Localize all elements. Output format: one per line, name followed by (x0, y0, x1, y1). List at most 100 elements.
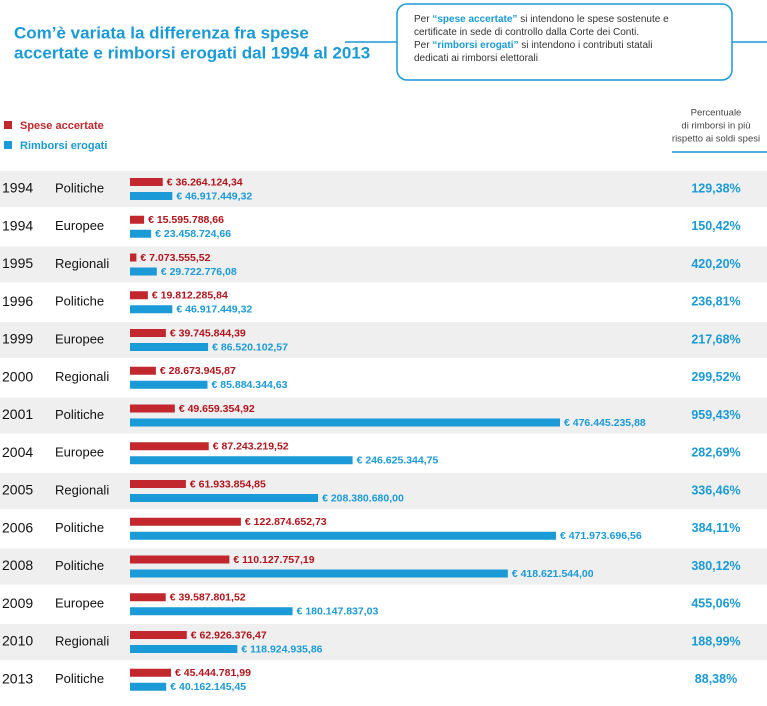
value-label: € 61.933.854,85 (190, 478, 266, 490)
percent-label: 129,38% (691, 181, 740, 195)
bar (130, 343, 209, 351)
year-label: 2008 (2, 557, 33, 573)
row-background (0, 246, 767, 283)
election-label: Regionali (55, 369, 109, 384)
value-label: € 246.625.344,75 (357, 455, 439, 467)
percent-label: 236,81% (691, 295, 740, 309)
election-label: Regionali (55, 482, 109, 497)
percent-label: 217,68% (691, 332, 740, 346)
year-label: 2013 (2, 670, 33, 686)
value-label: € 118.924.935,86 (241, 643, 322, 655)
bar (130, 668, 172, 677)
percent-header: di rimborsi in più (681, 121, 750, 132)
note-text: Per “spese accertate” si intendono le sp… (414, 14, 669, 25)
bar (130, 442, 209, 451)
value-label: € 208.380.680,00 (322, 492, 404, 504)
percent-label: 455,06% (691, 597, 740, 611)
year-label: 1996 (2, 293, 33, 309)
election-label: Regionali (55, 256, 109, 271)
value-label: € 49.659.354,92 (179, 403, 255, 415)
bar (130, 631, 187, 639)
election-label: Politiche (55, 407, 104, 422)
value-label: € 28.673.945,87 (160, 365, 236, 377)
bar (130, 215, 145, 224)
bar (130, 494, 319, 502)
bar (130, 229, 152, 238)
election-label: Regionali (55, 633, 109, 648)
value-label: € 36.264.124,34 (167, 176, 243, 188)
bar (130, 607, 293, 616)
year-label: 1994 (2, 217, 33, 233)
note-line: dedicati ai rimborsi elettorali (414, 53, 538, 64)
value-label: € 19.812.285,84 (152, 290, 228, 302)
chart-title: accertate e rimborsi erogati dal 1994 al… (14, 43, 370, 62)
year-label: 2001 (2, 406, 33, 422)
value-label: € 122.874.652,73 (245, 516, 327, 528)
value-label: € 40.162.145,45 (170, 681, 246, 693)
percent-label: 420,20% (691, 257, 740, 271)
value-label: € 471.973.696,56 (560, 530, 642, 542)
bar (130, 253, 137, 262)
year-label: 2006 (2, 519, 33, 535)
bar (130, 267, 157, 276)
note-term: “spese accertate” (432, 14, 517, 25)
percent-label: 150,42% (691, 219, 740, 233)
value-label: € 418.621.544,00 (512, 568, 594, 580)
chart-title: Com’è variata la differenza fra spese (14, 23, 309, 42)
value-label: € 29.722.776,08 (161, 266, 237, 278)
note-text: Per “rimborsi erogati” si intendono i co… (414, 40, 652, 51)
percent-label: 282,69% (691, 446, 740, 460)
value-label: € 15.595.788,66 (148, 214, 224, 226)
bar (130, 404, 175, 413)
election-label: Politiche (55, 558, 104, 573)
year-label: 2000 (2, 368, 33, 384)
bar (130, 380, 208, 389)
row-background (0, 171, 767, 207)
election-label: Politiche (55, 520, 104, 535)
value-label: € 62.926.376,47 (191, 629, 267, 641)
percent-header: rispetto ai soldi spesi (672, 134, 760, 145)
percent-label: 188,99% (691, 634, 740, 648)
bar (130, 192, 173, 200)
legend-label: Spese accertate (20, 120, 104, 132)
year-label: 1995 (2, 255, 33, 271)
percent-label: 959,43% (691, 408, 740, 422)
note-term: “rimborsi erogati” (432, 40, 518, 51)
note-line: si intendono le spese sostenute e (520, 14, 669, 25)
legend-label: Rimborsi erogati (20, 140, 107, 152)
note-lead: Per (414, 14, 430, 25)
year-label: 2004 (2, 444, 33, 460)
bar (130, 517, 241, 526)
value-label: € 46.917.449,32 (176, 304, 252, 316)
percent-label: 299,52% (691, 370, 740, 384)
bar (130, 456, 353, 465)
value-label: € 7.073.555,52 (140, 252, 210, 264)
year-label: 2009 (2, 595, 33, 611)
note-line: si intendono i contributi statali (521, 40, 652, 51)
bar (130, 555, 230, 564)
value-label: € 476.445.235,88 (564, 417, 646, 429)
bar (130, 418, 560, 427)
election-label: Politiche (55, 671, 104, 686)
value-label: € 45.444.781,99 (175, 667, 251, 679)
bar (130, 531, 556, 540)
row-background (0, 548, 767, 585)
note-text: dedicati ai rimborsi elettorali (414, 53, 538, 64)
value-label: € 39.745.844,39 (170, 327, 246, 339)
note-line: certificate in sede di controllo dalla C… (414, 27, 639, 38)
year-label: 1994 (2, 180, 33, 196)
note-box (396, 3, 733, 81)
value-label: € 86.520.102,57 (212, 341, 288, 353)
row-background (0, 473, 767, 509)
row-background (0, 624, 767, 660)
percent-label: 336,46% (691, 483, 740, 497)
bar (130, 682, 167, 691)
value-label: € 23.458.724,66 (155, 228, 231, 240)
bar (130, 480, 186, 488)
note-text: certificate in sede di controllo dalla C… (414, 27, 639, 38)
election-label: Europee (55, 596, 104, 611)
bar (130, 291, 148, 300)
year-label: 2010 (2, 633, 33, 649)
percent-label: 88,38% (695, 672, 737, 686)
